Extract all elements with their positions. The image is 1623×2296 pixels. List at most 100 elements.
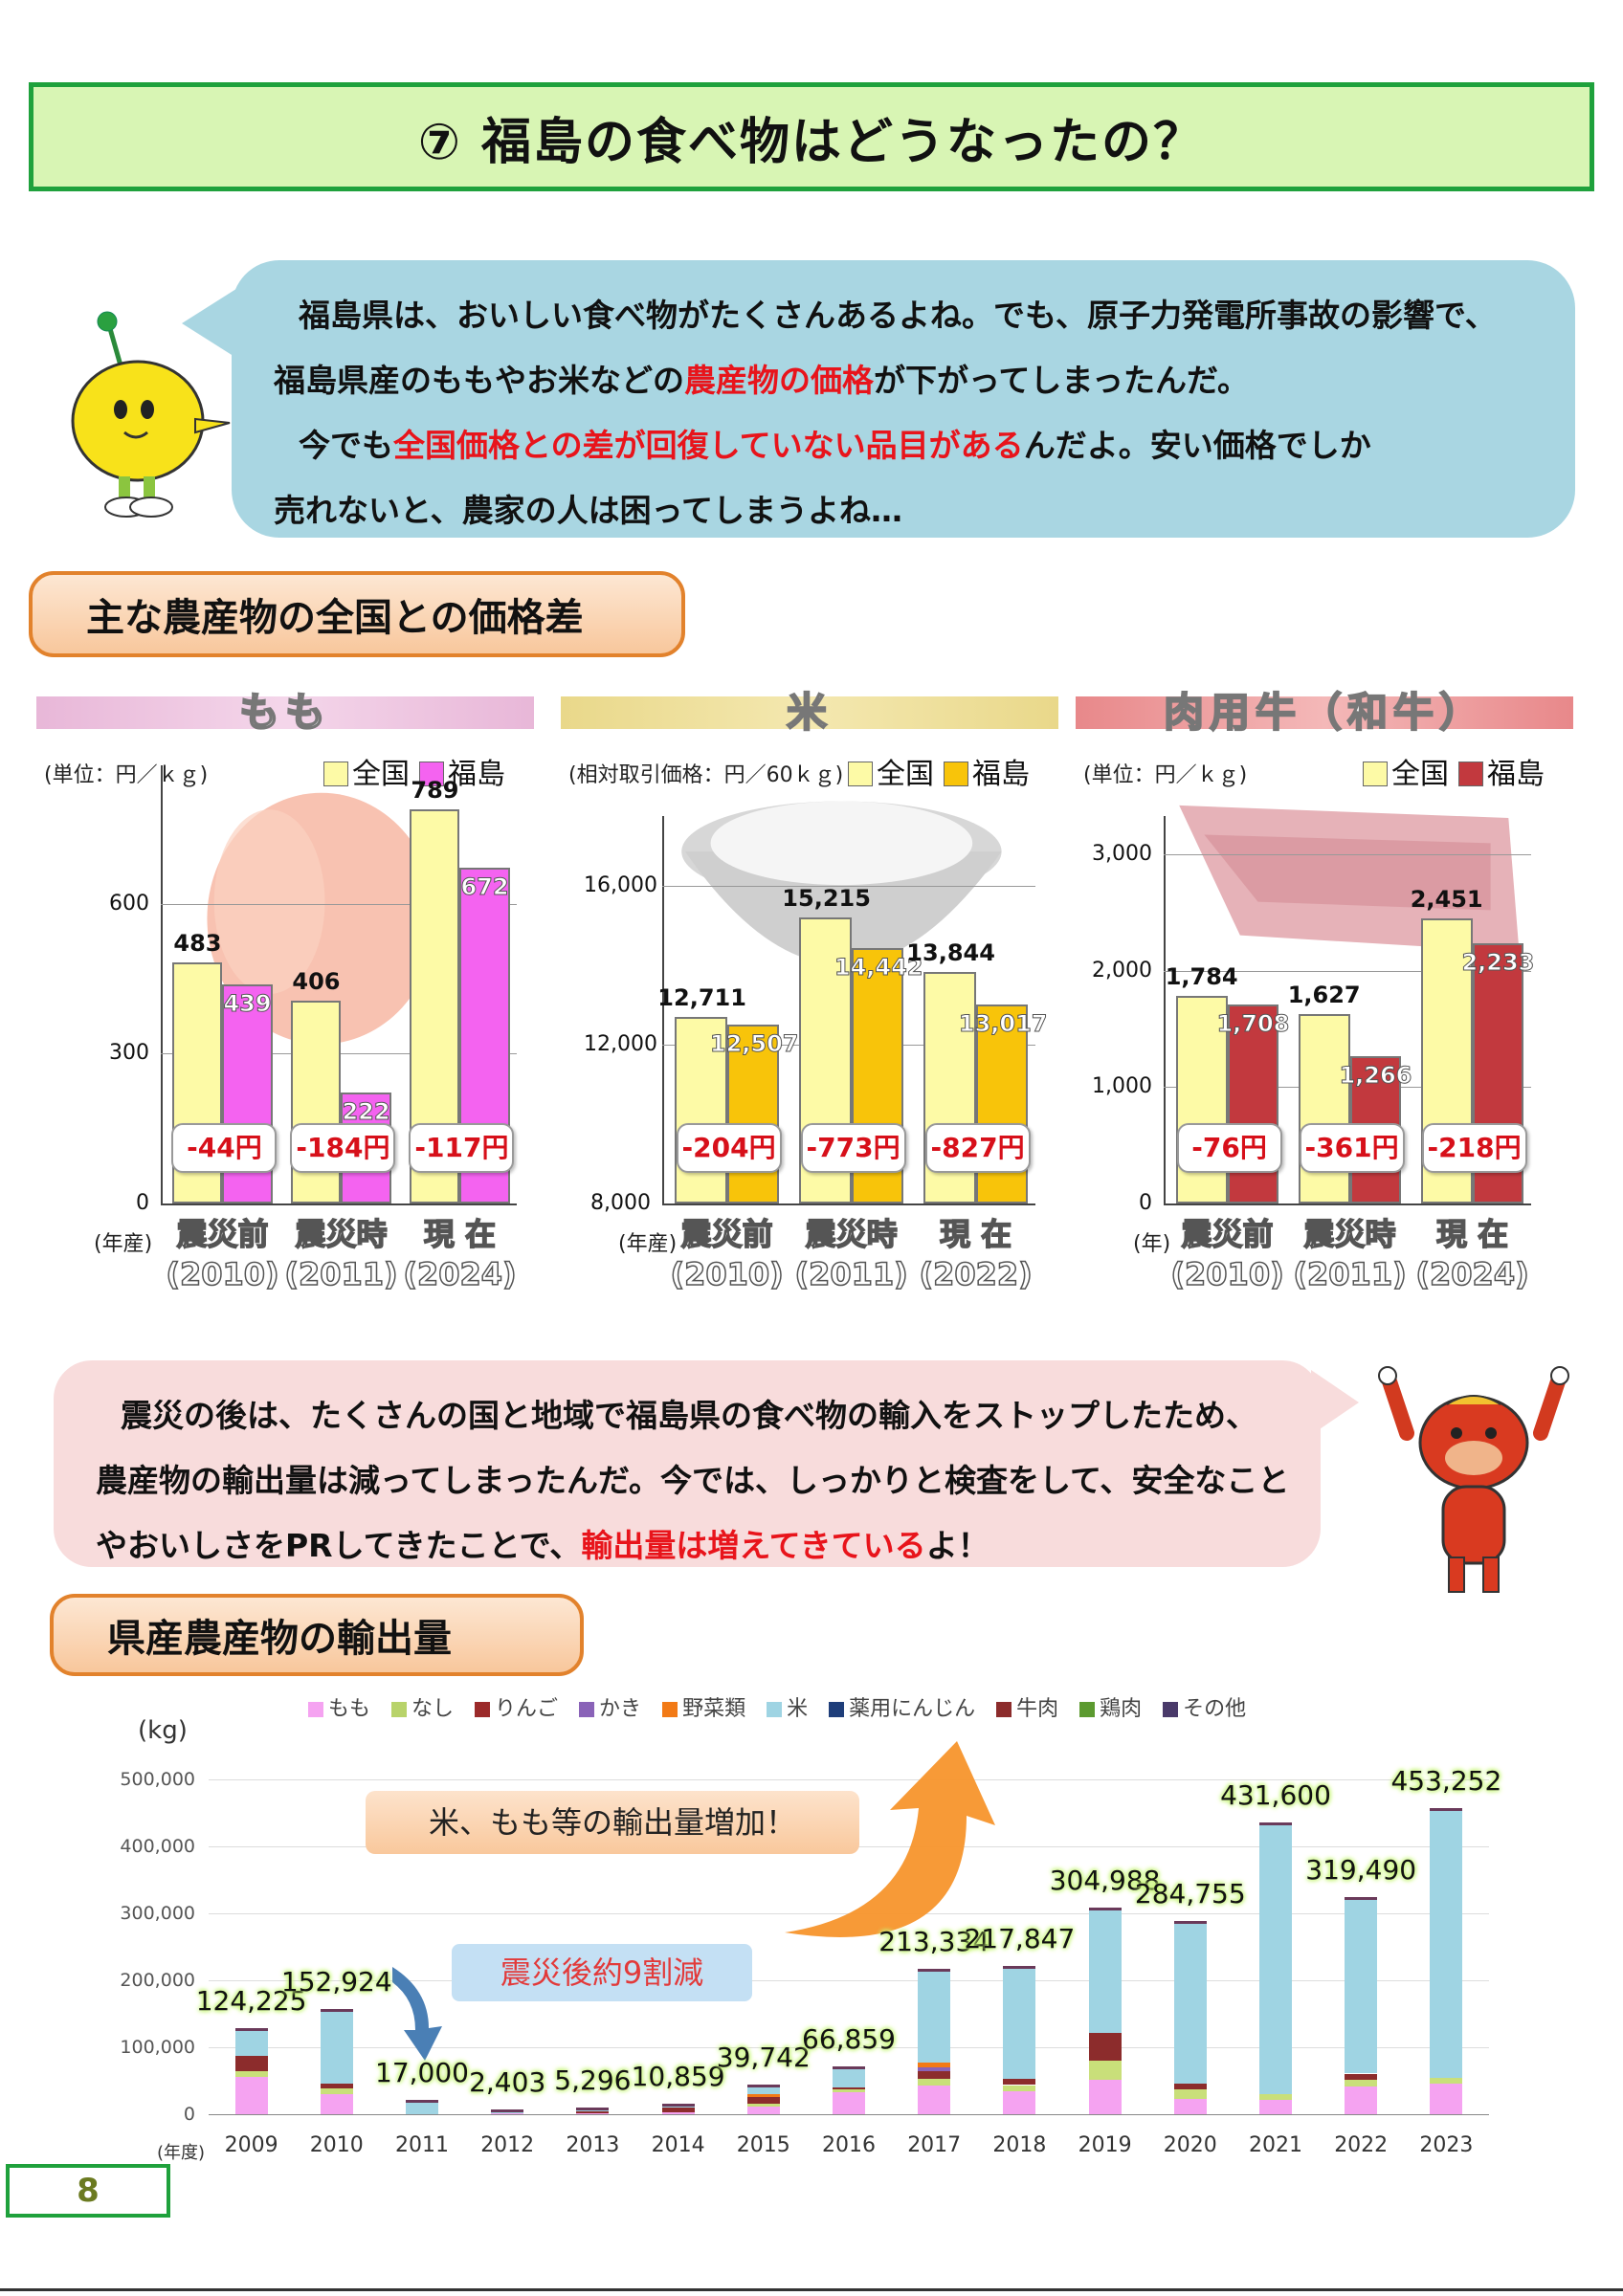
value-label-national: 2,451 — [1410, 885, 1483, 913]
x-category-label: 震災前 — [680, 1215, 774, 1253]
x-year-label: (2011) — [1293, 1255, 1408, 1293]
export-legend-swatch — [1163, 1702, 1179, 1717]
rice-photo-icon — [681, 801, 1002, 965]
value-label-fukushima: 14,442 — [834, 953, 923, 981]
export-legend-item: 牛肉 — [996, 1697, 1058, 1721]
export-legend-label: なし — [411, 1697, 455, 1721]
export-total-label: 213,334 — [878, 1925, 990, 1957]
bar-national — [1298, 1014, 1350, 1203]
export-bar-segment — [833, 2091, 865, 2114]
y-tick-label: 0 — [1139, 1191, 1152, 1215]
export-bar-segment — [320, 2088, 353, 2094]
export-bar-segment — [320, 2083, 353, 2089]
export-bar-cap — [918, 1968, 951, 1972]
price-diff-badge: -204円 — [676, 1123, 782, 1173]
export-legend-item: 野菜類 — [662, 1697, 745, 1721]
export-year-label: 2013 — [566, 2133, 620, 2157]
bubble2-line-2: 農産物の輸出量は減ってしまったんだ。今では、しっかりと検査をして、安全なこと — [96, 1462, 1290, 1499]
y-tick-label: 2,000 — [1092, 958, 1152, 982]
export-bar-cap — [746, 2085, 780, 2088]
export-bar-segment — [1259, 1824, 1292, 2094]
export-total-label: 284,755 — [1134, 1877, 1246, 1910]
export-bar-segment — [833, 2086, 865, 2090]
mascot-red-cow-icon — [1378, 1366, 1569, 1593]
beef-photo-icon — [1179, 805, 1520, 953]
export-year-label: 2012 — [480, 2133, 535, 2157]
export-bar-segment — [234, 2056, 268, 2071]
export-legend-item: なし — [391, 1697, 454, 1721]
legend-label-national: 全国 — [877, 758, 934, 791]
export-legend-label: りんご — [495, 1697, 559, 1721]
export-legend: もも なし りんご かき 野菜類 米 薬用にんじん 牛肉 鶏肉 その他 — [308, 1691, 1267, 1722]
chart-unit: (相対取引価格：円／60ｋｇ) — [568, 763, 844, 787]
export-legend-label: 米 — [787, 1697, 809, 1721]
export-bar-segment — [234, 2070, 268, 2077]
export-bar-segment — [1345, 2086, 1378, 2114]
export-bar-cap — [320, 2008, 353, 2012]
export-bar-segment — [918, 2086, 951, 2114]
export-year-label: 2014 — [651, 2133, 705, 2157]
export-year-label: 2020 — [1163, 2133, 1217, 2157]
export-bar-segment — [833, 2089, 865, 2092]
callout-decrease: 震災後約9割減 — [452, 1944, 752, 2001]
export-bar-segment — [918, 2071, 951, 2079]
export-bar-cap — [1430, 1807, 1463, 1811]
export-y-tick: 400,000 — [120, 1836, 195, 1857]
value-label-national: 13,844 — [906, 938, 995, 966]
legend-label-fukushima: 福島 — [972, 758, 1030, 791]
export-bar-cap — [406, 2100, 438, 2104]
export-bar-segment — [1430, 2084, 1463, 2114]
export-bar-segment — [918, 2078, 951, 2086]
export-year-label: 2015 — [736, 2133, 790, 2157]
chart-legend: 全国 福島 — [838, 750, 1030, 792]
export-bar-segment — [1088, 1910, 1122, 2033]
export-year-label: 2022 — [1334, 2133, 1389, 2157]
y-tick-label: 600 — [109, 891, 149, 916]
page-title: ⑦ 福島の食べ物はどうなったの？ — [29, 82, 1594, 191]
export-bar-segment — [1003, 2090, 1036, 2114]
value-label-fukushima: 439 — [223, 989, 272, 1017]
export-year-label: 2011 — [395, 2133, 449, 2157]
export-y-tick: 100,000 — [120, 2037, 195, 2058]
export-total-label: 304,988 — [1049, 1864, 1161, 1896]
y-axis-line — [161, 765, 163, 1203]
section-heading-price-text: 主な農産物の全国との価格差 — [86, 596, 584, 640]
export-legend-label: 野菜類 — [682, 1697, 746, 1721]
x-category-label: 震災前 — [176, 1215, 270, 1253]
export-total-label: 152,924 — [280, 1965, 392, 1998]
export-legend-swatch — [662, 1702, 678, 1717]
value-label-national: 1,784 — [1165, 962, 1238, 990]
export-bar-segment — [1345, 1900, 1378, 2074]
legend-swatch-national — [323, 762, 348, 786]
price-diff-badge: -773円 — [800, 1123, 906, 1173]
export-bar-cap — [833, 2066, 865, 2070]
export-gridline — [209, 2047, 1489, 2048]
price-diff-badge: -76円 — [1176, 1123, 1282, 1173]
chart-legend: 全国 福島 — [314, 750, 505, 792]
export-bar-segment — [1003, 2079, 1036, 2086]
legend-swatch-fukushima — [419, 762, 444, 786]
y-tick-label: 0 — [136, 1191, 149, 1215]
x-year-label: (2022) — [919, 1255, 1034, 1293]
section-heading-export: 県産農産物の輸出量 — [50, 1594, 584, 1676]
x-unit-label: (年産) — [618, 1232, 678, 1256]
export-legend-item: りんご — [475, 1697, 558, 1721]
export-legend-swatch — [475, 1702, 491, 1717]
export-legend-label: その他 — [1183, 1697, 1247, 1721]
section-heading-export-text: 県産農産物の輸出量 — [107, 1617, 452, 1661]
bubble-line-2: 福島県産のももやお米などの農産物の価格が下がってしまったんだ。 — [274, 362, 1250, 399]
export-total-label: 5,296 — [554, 2064, 632, 2097]
export-bar-segment — [491, 2113, 524, 2114]
export-bar-segment — [491, 2112, 524, 2114]
x-year-label: (2024) — [403, 1255, 518, 1293]
export-legend-item: もも — [308, 1697, 370, 1721]
export-legend-label: 鶏肉 — [1100, 1697, 1143, 1721]
export-total-label: 431,600 — [1220, 1778, 1331, 1811]
x-category-label: 震災前 — [1181, 1215, 1275, 1253]
x-category-label: 現 在 — [1435, 1215, 1509, 1253]
export-bar-cap — [1259, 1821, 1292, 1825]
legend-label-fukushima: 福島 — [448, 758, 505, 791]
export-total-label: 124,225 — [195, 1985, 307, 2018]
y-tick-label: 3,000 — [1092, 842, 1152, 866]
export-bar-segment — [1259, 2093, 1292, 2100]
